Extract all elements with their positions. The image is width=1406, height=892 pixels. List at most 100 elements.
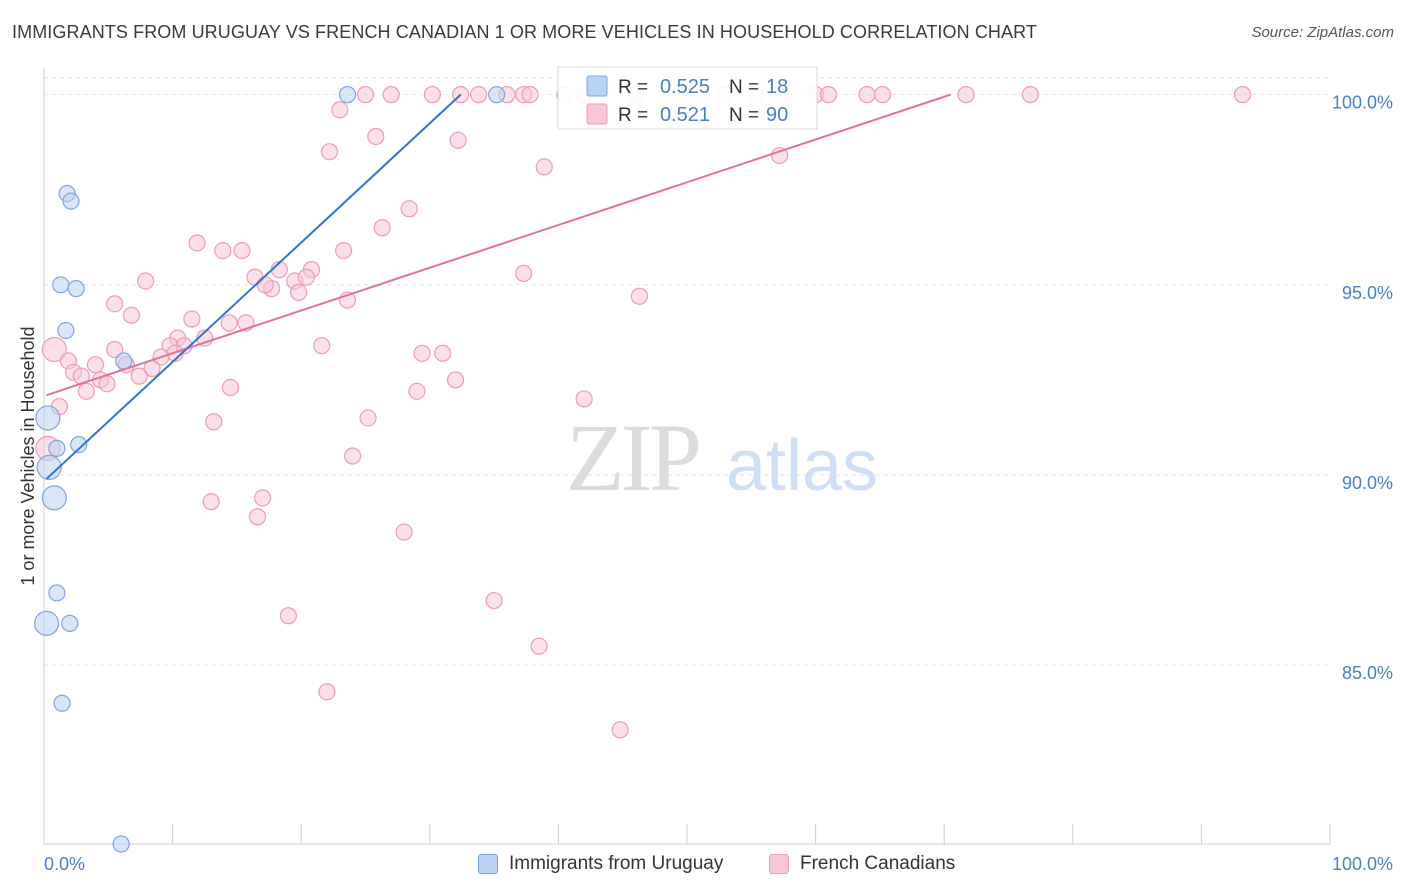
source-label: Source: ZipAtlas.com	[1251, 24, 1394, 41]
data-point	[35, 405, 61, 431]
chart-title: IMMIGRANTS FROM URUGUAY VS FRENCH CANADI…	[12, 22, 1037, 42]
y-tick-label: 95.0%	[1342, 283, 1393, 303]
stats-n-value: 90	[766, 104, 788, 126]
watermark-atlas: atlas	[726, 426, 878, 506]
data-point	[77, 382, 96, 400]
stats-n-value: 18	[766, 76, 788, 98]
data-point	[183, 310, 201, 328]
series-french-canadians	[35, 86, 1252, 739]
data-point	[290, 283, 308, 302]
data-point	[359, 409, 377, 427]
data-point	[423, 86, 441, 104]
y-tick-label: 90.0%	[1342, 473, 1393, 493]
data-point	[188, 234, 206, 252]
data-point	[367, 127, 385, 146]
data-point	[382, 86, 400, 104]
data-point	[470, 86, 488, 104]
stats-swatch	[586, 103, 608, 125]
watermark: ZIP atlas	[566, 404, 878, 511]
data-point	[98, 375, 116, 393]
data-point	[485, 591, 503, 610]
data-point	[122, 306, 141, 324]
data-point	[202, 493, 220, 511]
data-point	[488, 86, 506, 104]
stats-legend: R = 0.525 N = 18 R = 0.521 N = 90	[557, 66, 818, 130]
watermark-zip: ZIP	[566, 404, 699, 511]
data-point	[515, 264, 533, 283]
data-point	[957, 86, 975, 104]
grid-lines	[44, 77, 1330, 666]
data-point	[106, 295, 124, 313]
data-point	[535, 158, 553, 176]
data-point	[112, 835, 130, 853]
data-point	[254, 489, 272, 507]
data-point	[136, 272, 155, 290]
data-point	[205, 413, 223, 431]
data-point	[41, 485, 67, 511]
stats-n-label: N =	[729, 77, 759, 98]
data-point	[48, 584, 66, 602]
data-point	[214, 241, 232, 260]
legend-item-uruguay[interactable]: Immigrants from Uruguay	[478, 853, 723, 875]
data-point	[70, 435, 88, 454]
legend-item-french-canadians[interactable]: French Canadians	[769, 853, 955, 875]
stats-n-label: N =	[729, 105, 759, 126]
data-point	[106, 340, 124, 359]
data-point	[86, 356, 105, 374]
trend-line-french-canadians	[46, 93, 951, 397]
bottom-legend: Immigrants from Uruguay French Canadians	[0, 848, 1406, 882]
stats-r-value: 0.521	[660, 104, 710, 126]
data-point	[408, 382, 426, 400]
data-point	[611, 721, 629, 739]
data-point	[630, 287, 649, 305]
legend-label-uruguay: Immigrants from Uruguay	[509, 853, 724, 874]
data-point	[221, 378, 240, 397]
data-point	[67, 280, 85, 298]
data-point	[819, 86, 838, 104]
data-point	[413, 344, 431, 362]
data-point	[335, 241, 353, 260]
data-point	[130, 367, 148, 385]
data-point	[434, 344, 452, 362]
data-point	[356, 86, 375, 104]
data-point	[400, 200, 418, 218]
data-point	[449, 131, 467, 149]
data-point	[575, 390, 593, 408]
data-point	[220, 314, 238, 332]
data-point	[320, 143, 339, 161]
data-point	[530, 637, 548, 655]
y-tick-label: 85.0%	[1342, 663, 1393, 683]
x-tick-label: 0.0%	[44, 854, 85, 874]
tick-labels: 85.0% 90.0% 95.0% 100.0% 0.0% 100.0%	[44, 93, 1393, 874]
data-point	[233, 241, 251, 260]
legend-label-french-canadians: French Canadians	[800, 853, 956, 874]
data-point	[344, 447, 362, 465]
data-point	[446, 371, 465, 389]
data-point	[338, 86, 357, 104]
legend-swatch-uruguay	[478, 854, 498, 874]
data-point	[331, 101, 349, 119]
data-point	[33, 610, 60, 636]
data-point	[318, 683, 336, 701]
data-point	[313, 337, 331, 355]
stats-r-label: R =	[618, 105, 648, 126]
data-point	[770, 146, 789, 165]
y-axis-label: 1 or more Vehicles in Household	[18, 326, 38, 585]
data-point	[48, 439, 66, 457]
data-point	[1233, 86, 1252, 104]
stats-r-value: 0.525	[660, 76, 710, 98]
data-point	[53, 694, 71, 712]
y-tick-label: 100.0%	[1332, 93, 1393, 113]
series-uruguay	[33, 86, 506, 853]
data-point	[256, 276, 274, 294]
data-point	[297, 268, 315, 286]
data-point	[52, 276, 70, 294]
legend-swatch-french-canadians	[769, 854, 789, 874]
data-point	[858, 86, 876, 104]
data-point	[115, 352, 133, 370]
data-point	[36, 454, 62, 481]
data-point	[62, 192, 80, 210]
x-tick-label: 100.0%	[1332, 854, 1393, 874]
stats-swatch	[586, 75, 608, 97]
